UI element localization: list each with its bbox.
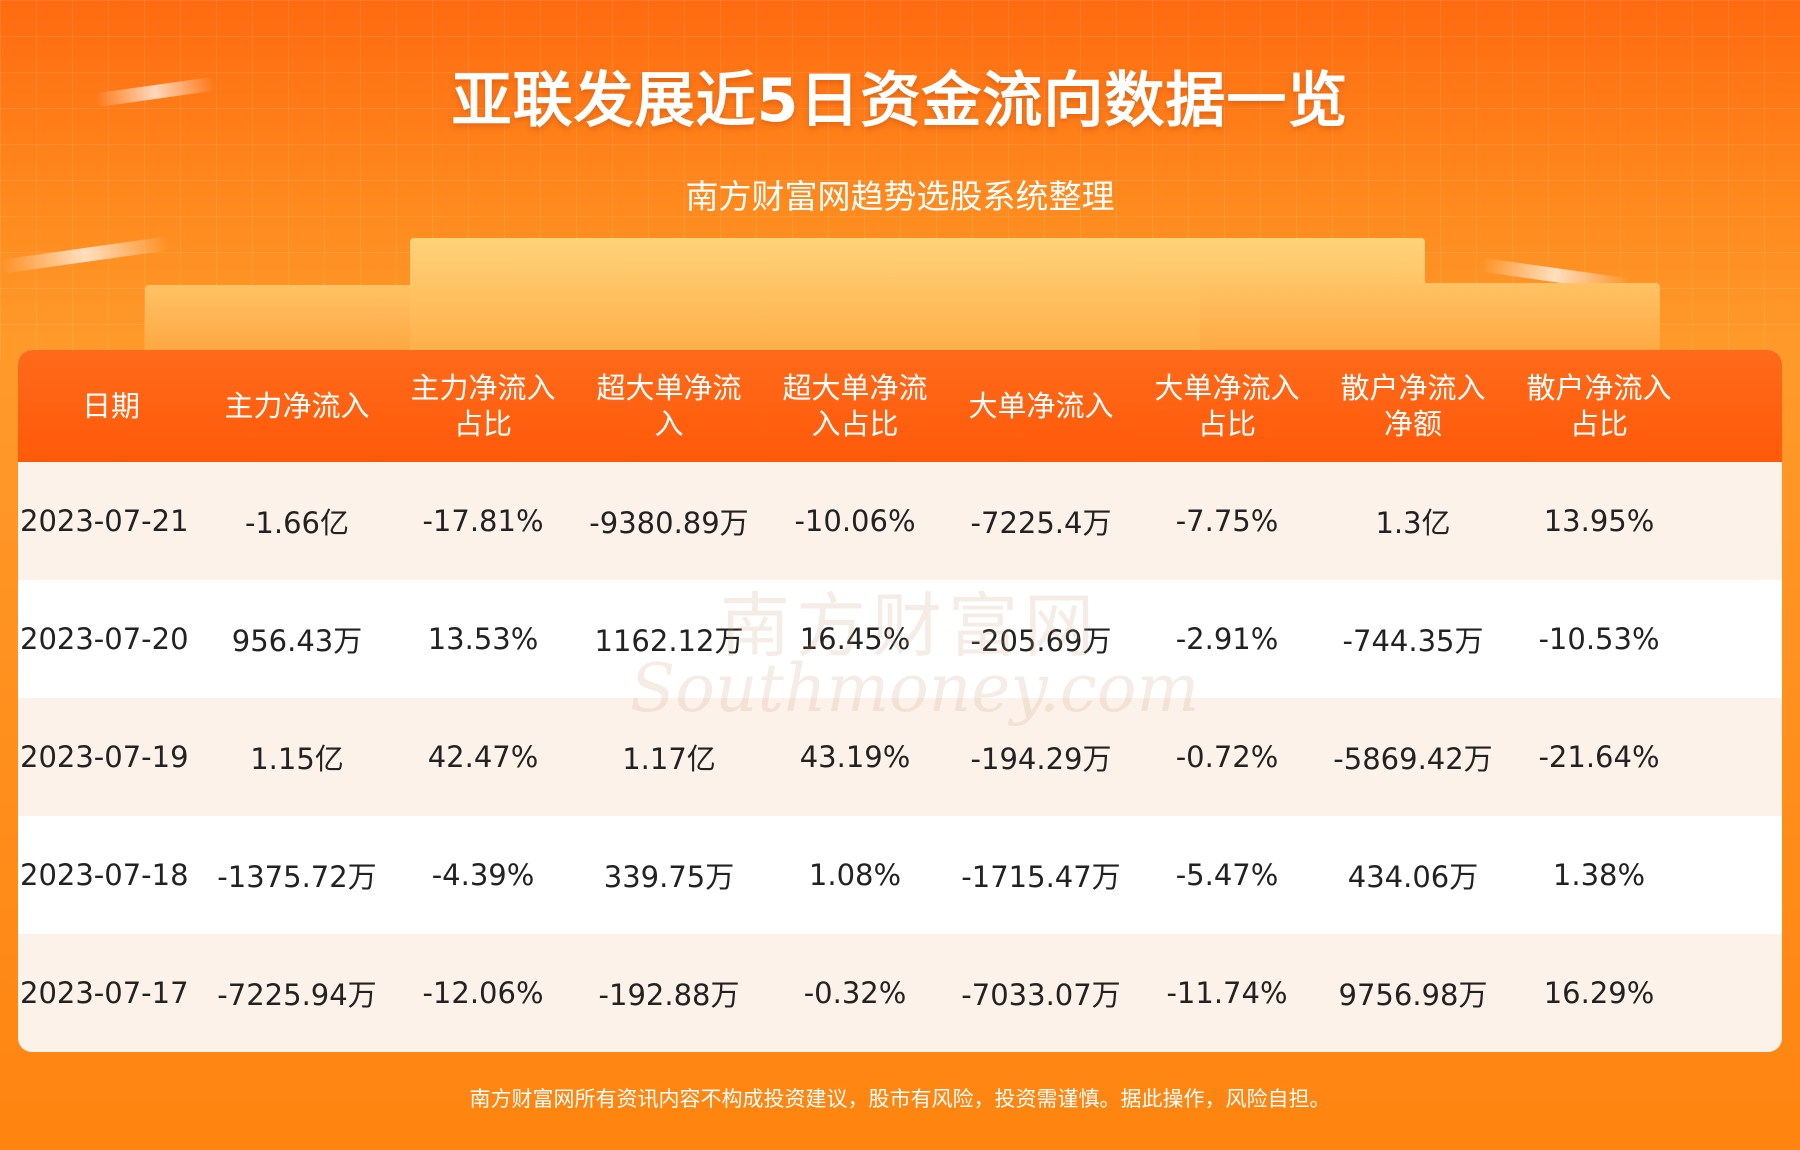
column-header: 散户净流入 占比 <box>1506 350 1692 462</box>
value-cell: 956.43万 <box>231 624 363 658</box>
value-cell: 339.75万 <box>603 860 735 894</box>
column-header: 大单净流入 <box>948 350 1134 462</box>
value-cell: -17.81% <box>422 504 544 538</box>
value-cell: -1.66亿 <box>244 506 350 540</box>
value-cell: 1.17亿 <box>622 742 716 776</box>
column-header-line: 占比 <box>1197 407 1256 441</box>
column-header: 大单净流入 占比 <box>1134 350 1320 462</box>
value-cell: 1162.12万 <box>594 624 744 658</box>
value-cell: -21.64% <box>1538 740 1660 774</box>
table-row: 2023-07-18 -1375.72万 -4.39% 339.75万 1.08% -17… <box>18 816 1782 934</box>
value-cell: 9756.98万 <box>1338 978 1488 1012</box>
page-subtitle: 南方财富网趋势选股系统整理 <box>685 177 1115 216</box>
column-header-line: 主力净流入 <box>410 371 556 405</box>
value-cell: 1.3亿 <box>1375 506 1451 540</box>
value-cell: 1.38% <box>1552 858 1646 892</box>
column-header-line: 占比 <box>1569 407 1628 441</box>
value-cell: -194.29万 <box>970 742 1112 776</box>
page-title: 亚联发展近5日资金流向数据一览 <box>451 66 1349 136</box>
column-header-line: 散户净流入 <box>1526 371 1672 405</box>
value-cell: 16.45% <box>799 622 911 656</box>
column-header: 超大单净流入 <box>576 350 762 462</box>
value-cell: 16.29% <box>1543 976 1655 1010</box>
table-row: 2023-07-17 -7225.94万 -12.06% -192.88万 -0.32%… <box>18 934 1782 1052</box>
column-header-line: 净额 <box>1383 407 1442 441</box>
value-cell: -7225.94万 <box>217 978 377 1012</box>
value-cell: -11.74% <box>1166 976 1288 1010</box>
column-header-line: 入占比 <box>811 407 899 441</box>
column-header-line: 超大单净流 <box>596 371 742 405</box>
column-header-line: 主力净流入 <box>224 389 370 423</box>
value-cell: 13.53% <box>427 622 539 656</box>
value-cell: -7225.4万 <box>970 506 1112 540</box>
header: 亚联发展近5日资金流向数据一览 南方财富网趋势选股系统整理 <box>0 0 1800 240</box>
column-header-line: 散户净流入 <box>1340 371 1486 405</box>
value-cell: 42.47% <box>427 740 539 774</box>
column-header: 主力净流入 <box>204 350 390 462</box>
value-cell: -744.35万 <box>1342 624 1484 658</box>
column-header-line: 大单净流入 <box>968 389 1114 423</box>
value-cell: -7.75% <box>1175 504 1279 538</box>
column-header-line: 超大单净流 <box>782 371 928 405</box>
column-header-line: 入 <box>654 407 684 441</box>
column-header-line: 占比 <box>453 407 512 441</box>
column-header: 日期 <box>18 350 204 462</box>
table-header-row: 日期 主力净流入 主力净流入 占比 超大单净流入超大单净流 入占比 大单净流入 大单净流入 占比… <box>18 350 1782 462</box>
value-cell: 13.95% <box>1543 504 1655 538</box>
column-header: 主力净流入 占比 <box>390 350 576 462</box>
date-cell: 2023-07-19 <box>20 740 189 774</box>
column-header: 散户净流入 净额 <box>1320 350 1506 462</box>
value-cell: -5869.42万 <box>1333 742 1493 776</box>
value-cell: -205.69万 <box>970 624 1112 658</box>
date-cell: 2023-07-20 <box>20 622 189 656</box>
table-row: 2023-07-20 956.43万 13.53% 1162.12万 16.45% -20… <box>18 580 1782 698</box>
value-cell: 1.08% <box>808 858 902 892</box>
column-header-line: 大单净流入 <box>1154 371 1300 405</box>
date-cell: 2023-07-21 <box>20 504 189 538</box>
value-cell: -9380.89万 <box>589 506 749 540</box>
table-row: 2023-07-19 1.15亿 42.47% 1.17亿 43.19% -194.29万… <box>18 698 1782 816</box>
column-header-line: 日期 <box>81 389 140 423</box>
value-cell: -10.53% <box>1538 622 1660 656</box>
value-cell: -0.32% <box>803 976 907 1010</box>
column-header: 超大单净流 入占比 <box>762 350 948 462</box>
value-cell: -2.91% <box>1175 622 1279 656</box>
value-cell: -12.06% <box>422 976 544 1010</box>
date-cell: 2023-07-18 <box>20 858 189 892</box>
value-cell: -0.72% <box>1175 740 1279 774</box>
table-row: 2023-07-21 -1.66亿 -17.81% -9380.89万 -10.06% -… <box>18 462 1782 580</box>
value-cell: -5.47% <box>1175 858 1279 892</box>
value-cell: 43.19% <box>799 740 911 774</box>
value-cell: 434.06万 <box>1347 860 1479 894</box>
value-cell: -1375.72万 <box>217 860 377 894</box>
value-cell: 1.15亿 <box>250 742 344 776</box>
date-cell: 2023-07-17 <box>20 976 189 1010</box>
value-cell: -1715.47万 <box>961 860 1121 894</box>
value-cell: -4.39% <box>431 858 535 892</box>
value-cell: -192.88万 <box>598 978 740 1012</box>
fund-flow-table: 日期 主力净流入 主力净流入 占比 超大单净流入超大单净流 入占比 大单净流入 大单净流入 占比… <box>18 350 1782 1052</box>
disclaimer-footer: 南方财富网所有资讯内容不构成投资建议，股市有风险，投资需谨慎。据此操作，风险自担… <box>469 1087 1331 1111</box>
value-cell: -7033.07万 <box>961 978 1121 1012</box>
value-cell: -10.06% <box>794 504 916 538</box>
